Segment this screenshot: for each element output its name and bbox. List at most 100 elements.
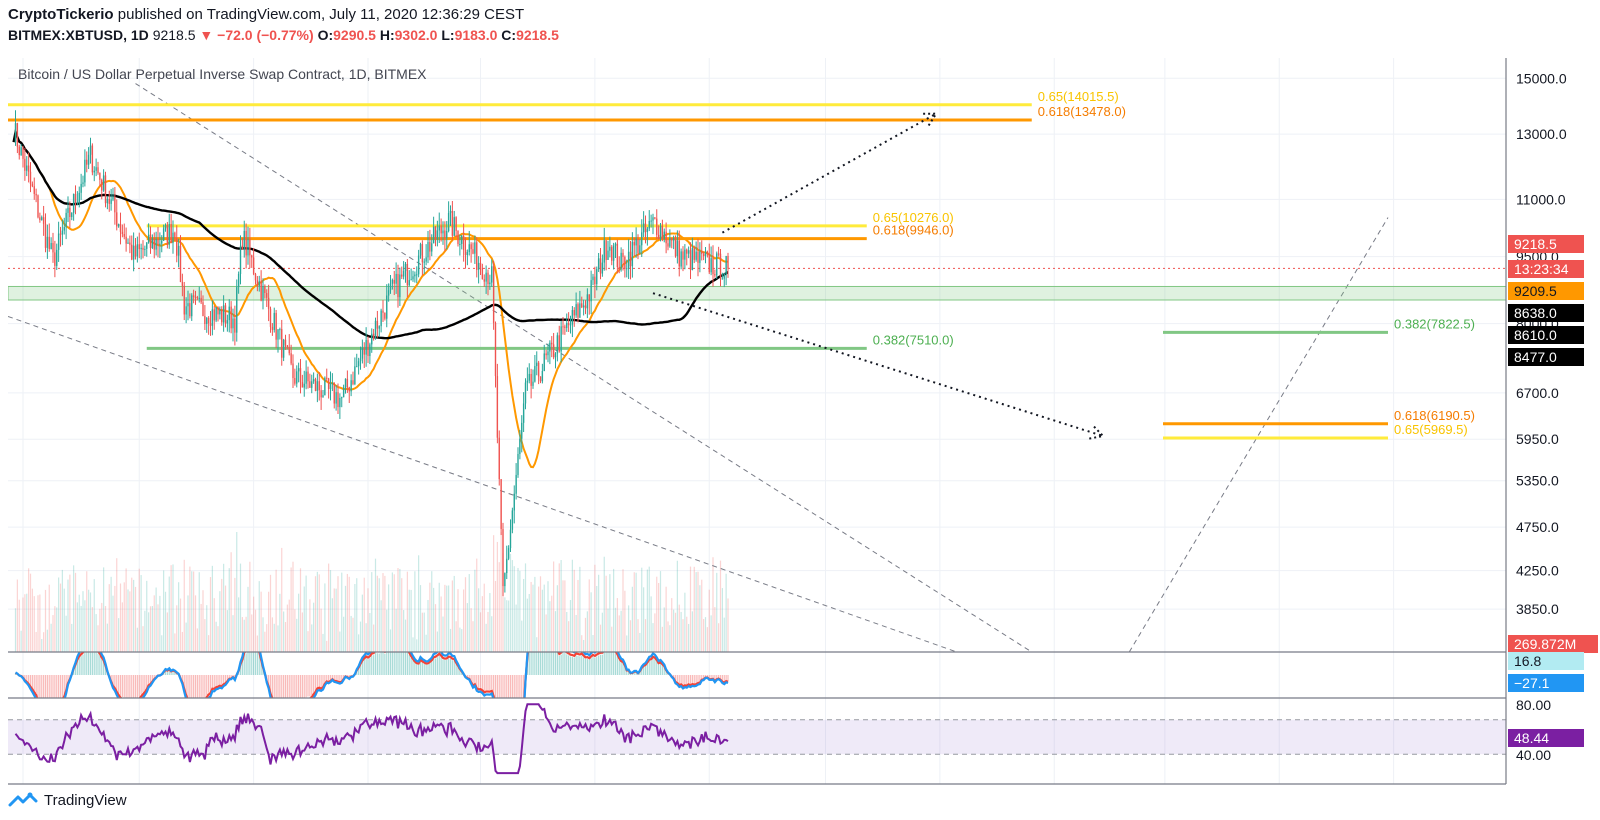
candle-body <box>279 329 281 331</box>
volume-bar <box>346 573 348 652</box>
macd-histogram-bar <box>408 654 410 675</box>
macd-histogram-bar <box>283 675 285 698</box>
candle-body <box>637 238 639 254</box>
price-tick-label: 11000.0 <box>1516 191 1566 207</box>
candle-body <box>438 225 440 231</box>
volume-bar <box>119 583 122 652</box>
macd-histogram-bar <box>215 675 217 687</box>
volume-bar <box>52 615 54 652</box>
volume-bar <box>712 557 714 652</box>
macd-histogram-bar <box>718 675 720 679</box>
candle-body <box>646 228 649 233</box>
macd-histogram-bar <box>198 675 200 698</box>
candle-body <box>271 326 274 330</box>
volume-bar <box>29 573 32 652</box>
candle-body <box>693 248 695 260</box>
candle-body <box>125 236 127 244</box>
price-badge: 9218.5 <box>1514 236 1557 252</box>
volume-bar <box>116 558 118 652</box>
volume-bar <box>403 610 405 652</box>
symbol-label[interactable]: BITMEX:XBTUSD, 1D <box>8 27 149 43</box>
macd-histogram-bar <box>307 675 309 697</box>
candle-body <box>672 238 675 241</box>
volume-bar <box>71 623 73 652</box>
candle-body <box>687 250 690 254</box>
candle-body <box>389 283 392 291</box>
candle-body <box>27 165 30 172</box>
macd-histogram-bar <box>384 653 386 675</box>
macd-histogram-bar <box>511 675 513 698</box>
volume-bar <box>46 629 48 652</box>
price-badge: 8638.0 <box>1514 305 1557 321</box>
volume-bar <box>196 628 198 652</box>
volume-bar <box>472 621 474 652</box>
fib-label: 0.382(7510.0) <box>873 332 954 347</box>
candle-body <box>322 395 324 398</box>
volume-bar <box>254 609 257 652</box>
candle-body <box>446 231 448 239</box>
macd-histogram-bar <box>449 658 452 675</box>
candle-body <box>172 232 174 244</box>
candle-body <box>241 245 244 250</box>
candle-body <box>431 243 433 252</box>
candle-body <box>725 255 727 274</box>
tradingview-brand[interactable]: TradingView <box>44 791 127 809</box>
candle-body <box>273 312 275 330</box>
volume-bar <box>391 572 393 652</box>
macd-histogram-bar <box>513 675 515 698</box>
volume-bar <box>16 579 18 652</box>
volume-bar <box>314 576 317 652</box>
candle-body <box>312 379 315 382</box>
volume-bars <box>14 532 729 652</box>
candle-body <box>82 182 84 184</box>
candle-body <box>348 387 350 392</box>
candle-body <box>624 257 626 270</box>
candle-body <box>461 235 463 244</box>
macd-signal-badge-bg <box>1508 674 1584 692</box>
chart-header: CryptoTickerio published on TradingView.… <box>0 0 1600 48</box>
macd-histogram-bar <box>251 652 253 675</box>
volume-bar <box>133 579 135 652</box>
macd-histogram-bar <box>204 675 206 698</box>
volume-bar <box>164 591 167 652</box>
macd-histogram-bar <box>112 675 114 686</box>
author-name[interactable]: CryptoTickerio <box>8 6 114 23</box>
volume-bar <box>459 627 461 652</box>
ohlc-line: BITMEX:XBTUSD, 1D 9218.5 ▼ −72.0 (−0.77%… <box>8 27 559 43</box>
price-chart[interactable]: 0.65(14015.5)0.618(13478.0) 0.65(10276.0)… <box>0 48 1600 788</box>
macd-histogram-bar <box>727 675 729 682</box>
volume-bar <box>663 607 665 652</box>
macd-histogram-bar <box>290 675 292 698</box>
volume-bar <box>123 582 125 652</box>
tradingview-logo-icon[interactable] <box>8 791 38 809</box>
candle-body <box>230 306 232 329</box>
macd-histogram-bar <box>322 675 324 687</box>
candle-body <box>331 383 334 385</box>
macd-histogram-bar <box>371 655 373 675</box>
candle-body <box>204 316 206 325</box>
macd-histogram-bar <box>425 664 427 675</box>
macd-histogram-bar <box>24 675 26 680</box>
candle-body <box>513 493 515 511</box>
macd-histogram-bar <box>521 675 523 698</box>
price-axis[interactable]: 15000.013000.011000.09500.08000.06700.05… <box>1508 70 1598 763</box>
volume-bar <box>95 614 97 652</box>
macd-histogram-bar <box>714 675 716 681</box>
price-badge-bg <box>1508 326 1584 344</box>
rsi-value-badge-bg <box>1508 729 1584 747</box>
candle-body <box>363 347 365 355</box>
volume-bar <box>326 640 328 652</box>
time-axis[interactable]: Jul Sep Nov 2020 Mar May Jul Sep Nov 2021 Mar May Ju… <box>24 787 1413 788</box>
macd-histogram-bar <box>406 652 408 675</box>
candle-body <box>155 239 157 250</box>
macd-histogram-bar <box>682 675 684 686</box>
volume-bar <box>399 568 401 652</box>
candle-body <box>110 199 112 204</box>
macd-histogram-bar <box>228 675 230 679</box>
volume-bar <box>639 632 641 652</box>
macd-histogram-bar <box>528 652 530 675</box>
volume-bar <box>356 578 358 652</box>
candle-body <box>335 392 337 404</box>
volume-bar <box>635 572 637 652</box>
volume-bar <box>545 614 547 652</box>
